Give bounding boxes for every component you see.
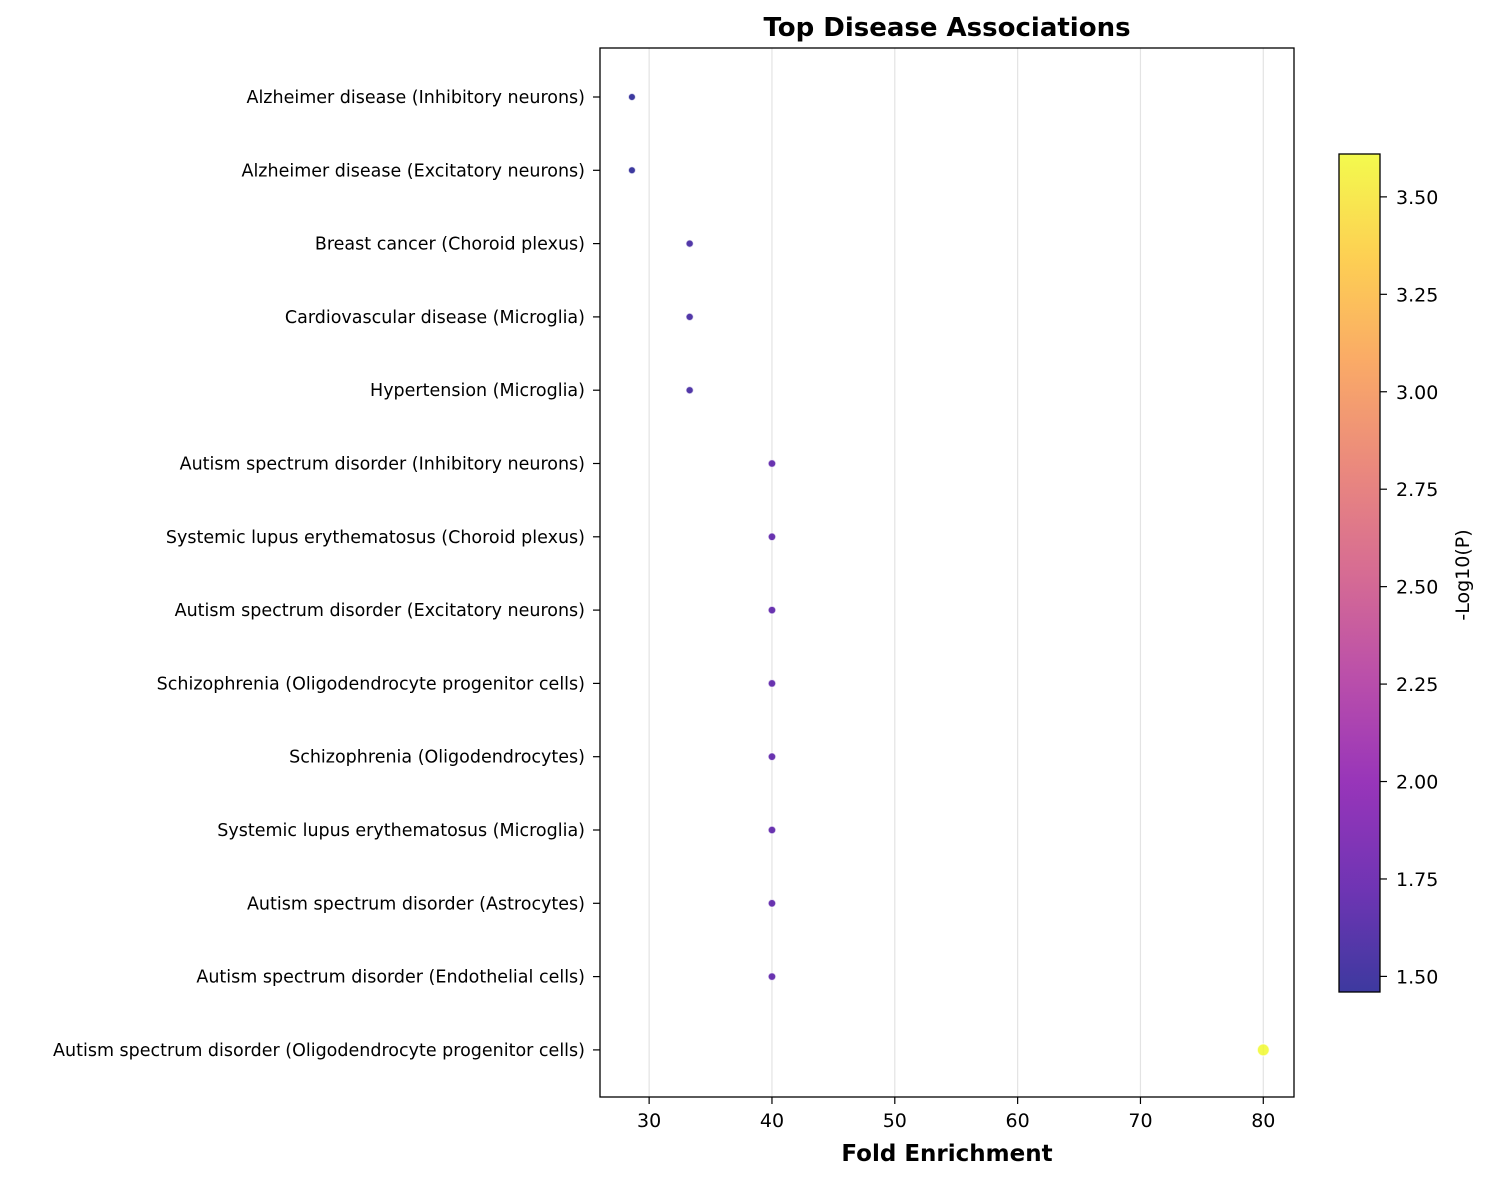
colorbar-ticks: 1.50 1.75 2.00 2.25 2.50 2.75 3.00 3.25 3.50 — [1380, 187, 1438, 988]
data-point — [767, 678, 777, 688]
x-tick-label: 30 — [637, 1110, 661, 1132]
colorbar-tick-label: 1.75 — [1396, 869, 1438, 891]
colorbar — [1338, 153, 1381, 993]
y-tick-label: Breast cancer (Choroid plexus) — [315, 235, 585, 255]
x-tick-label: 70 — [1128, 1110, 1152, 1132]
y-tick-label: Cardiovascular disease (Microglia) — [285, 308, 585, 328]
y-tick-label: Schizophrenia (Oligodendrocytes) — [289, 748, 585, 768]
y-tick-label: Alzheimer disease (Excitatory neurons) — [241, 161, 585, 181]
x-tick-label: 50 — [883, 1110, 907, 1132]
colorbar-tick-label: 1.50 — [1396, 966, 1438, 988]
y-tick-label: Alzheimer disease (Inhibitory neurons) — [246, 88, 585, 108]
x-gridlines — [648, 48, 1264, 1097]
y-tick-label: Hypertension (Microglia) — [370, 381, 585, 401]
y-tick-label: Systemic lupus erythematosus (Choroid pl… — [166, 528, 585, 548]
x-tick-label: 60 — [1006, 1110, 1030, 1132]
data-point — [1256, 1043, 1270, 1057]
data-point — [767, 825, 777, 835]
data-point — [767, 605, 777, 615]
colorbar-label: -Log10(P) — [1452, 529, 1474, 620]
data-point — [767, 752, 777, 762]
x-axis-ticks: 30 40 50 60 70 80 — [637, 1097, 1275, 1132]
y-tick-label: Autism spectrum disorder (Excitatory neu… — [175, 601, 585, 621]
data-point — [767, 532, 777, 542]
data-point — [685, 239, 694, 248]
data-point — [627, 92, 637, 102]
colorbar-tick-label: 3.00 — [1396, 382, 1438, 404]
y-axis-ticks: Alzheimer disease (Inhibitory neurons) Al… — [53, 88, 600, 1061]
colorbar-tick-label: 3.25 — [1396, 284, 1438, 306]
data-point — [685, 385, 694, 395]
data-point — [767, 459, 777, 468]
colorbar-tick-label: 2.00 — [1396, 772, 1438, 794]
plot-frame — [599, 47, 1295, 1098]
data-point — [685, 312, 694, 322]
y-tick-label: Autism spectrum disorder (Oligodendrocyt… — [53, 1041, 585, 1061]
scatter-points — [627, 92, 1270, 1057]
data-point — [627, 166, 637, 175]
data-point — [767, 972, 777, 982]
y-tick-label: Systemic lupus erythematosus (Microglia) — [217, 821, 585, 841]
x-tick-label: 40 — [760, 1110, 784, 1132]
y-tick-label: Autism spectrum disorder (Astrocytes) — [247, 894, 585, 914]
data-point — [767, 898, 777, 908]
colorbar-tick-label: 2.75 — [1396, 479, 1438, 501]
chart-title: Top Disease Associations — [763, 13, 1130, 43]
colorbar-tick-label: 2.50 — [1396, 577, 1438, 599]
colorbar-tick-label: 2.25 — [1396, 674, 1438, 696]
colorbar-tick-label: 3.50 — [1396, 187, 1438, 209]
x-tick-label: 80 — [1251, 1110, 1275, 1132]
y-tick-label: Autism spectrum disorder (Endothelial ce… — [196, 968, 585, 988]
x-axis-label: Fold Enrichment — [841, 1141, 1052, 1167]
y-tick-label: Schizophrenia (Oligodendrocyte progenito… — [157, 674, 585, 694]
y-tick-label: Autism spectrum disorder (Inhibitory neu… — [180, 455, 585, 475]
